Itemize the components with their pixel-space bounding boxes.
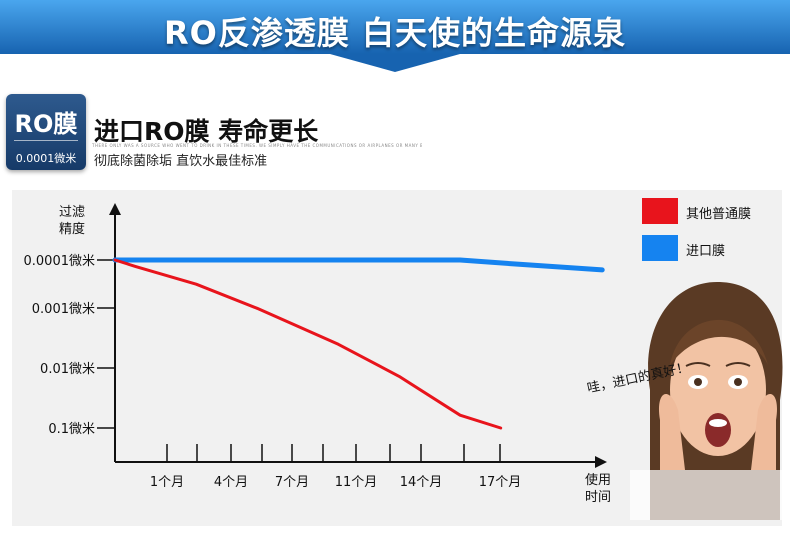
fine-print: THERE ONLY WAS A SOURCE WHO WENT TO DRIN…	[92, 143, 422, 148]
top-banner	[0, 0, 790, 72]
y-tick-label: 0.0001微米	[24, 254, 96, 269]
x-tick-label: 1个月	[150, 475, 184, 490]
legend-swatch-other	[642, 198, 678, 224]
x-tick-label: 17个月	[479, 475, 522, 490]
x-tick-label: 7个月	[275, 475, 309, 490]
y-tick-label: 0.01微米	[40, 362, 95, 377]
y-tick-label: 0.1微米	[48, 422, 95, 437]
x-axis-label-line2: 时间	[585, 490, 611, 505]
x-tick-label: 14个月	[400, 475, 443, 490]
badge-subtitle: 0.0001微米	[15, 152, 77, 165]
x-axis-arrow	[595, 456, 607, 468]
legend-label-imported: 进口膜	[686, 244, 726, 259]
y-axis-arrow	[109, 203, 121, 215]
badge-title: RO膜	[14, 110, 78, 138]
headline: 进口RO膜 寿命更长	[94, 117, 319, 146]
x-tick-label: 4个月	[214, 475, 248, 490]
y-axis-label-line1: 过滤	[59, 205, 85, 220]
series-line	[112, 257, 605, 273]
surprised-woman-illustration	[630, 281, 790, 520]
subheadline: 彻底除菌除垢 直饮水最佳标准	[94, 154, 268, 169]
ro-badge: RO膜 0.0001微米	[6, 94, 86, 170]
banner-title: RO反渗透膜 白天使的生命源泉	[164, 14, 626, 52]
y-axis-label-line2: 精度	[59, 221, 85, 237]
badge-divider	[14, 140, 78, 141]
x-tick-label: 11个月	[335, 475, 378, 490]
y-tick-label: 0.001微米	[32, 302, 95, 317]
legend-label-other: 其他普通膜	[686, 207, 752, 222]
legend-swatch-imported	[642, 235, 678, 261]
series-line	[113, 258, 503, 430]
x-axis-label-line1: 使用	[585, 472, 611, 488]
